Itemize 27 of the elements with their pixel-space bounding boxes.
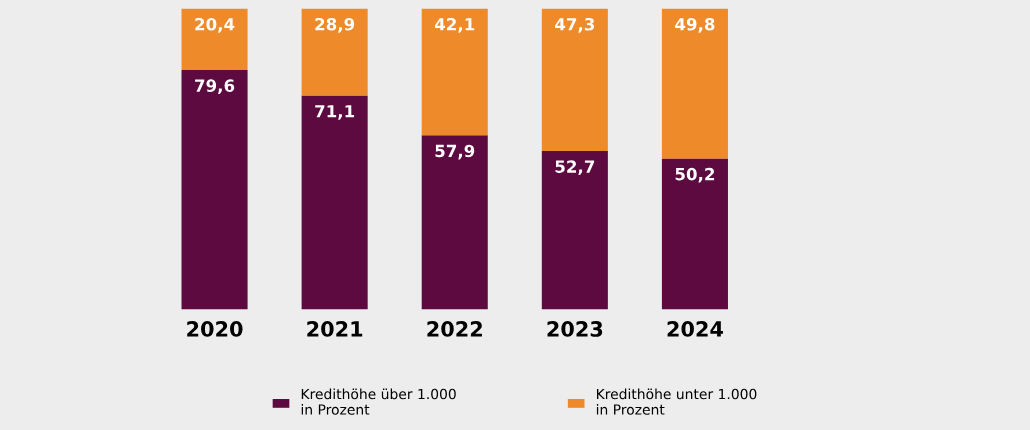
x-tick-label: 2023 (547, 321, 603, 337)
data-label: 49,8 (675, 17, 715, 33)
x-tick-label: 2024 (667, 321, 723, 337)
data-label: 79,6 (195, 79, 235, 95)
bar (301, 95, 368, 310)
bar (661, 158, 728, 310)
x-tick-label: 2020 (187, 321, 243, 337)
data-label: 52,7 (555, 160, 595, 176)
legend-label: Kredithöhe über 1.000 in Prozent (301, 388, 456, 415)
data-label: 50,2 (675, 167, 715, 183)
data-label: 42,1 (434, 17, 475, 33)
bar (181, 8, 248, 70)
bar (301, 8, 368, 96)
x-tick-label: 2021 (307, 321, 363, 337)
bar (541, 150, 608, 310)
data-label: 47,3 (555, 17, 595, 33)
bar (541, 8, 608, 151)
legend-label: Kredithöhe unter 1.000 in Prozent (596, 388, 757, 415)
bar (181, 70, 248, 310)
data-label: 71,1 (315, 105, 355, 120)
bar (421, 8, 488, 136)
x-tick-label: 2022 (427, 321, 482, 337)
data-label: 28,9 (315, 17, 355, 33)
data-label: 20,4 (195, 17, 235, 33)
data-label: 57,9 (435, 144, 475, 160)
bar (661, 8, 728, 159)
bar (421, 135, 488, 310)
